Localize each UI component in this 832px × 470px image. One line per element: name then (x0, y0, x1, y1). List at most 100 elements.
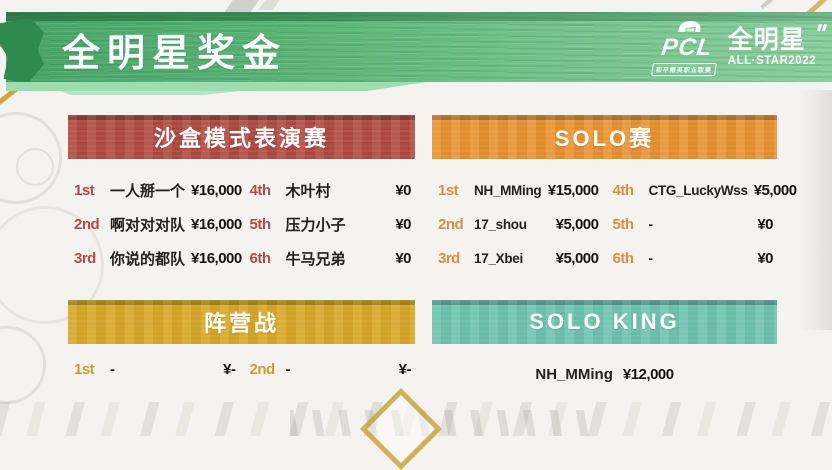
rank-label: 1st (438, 181, 459, 199)
rank-column: 1st - ¥- (74, 354, 236, 384)
prize-row: 3rd 你说的都队 ¥16,000 (74, 241, 242, 275)
header-texture (68, 115, 415, 159)
player-name: - (648, 250, 654, 266)
rank-label: 1st (74, 360, 95, 378)
rank-label: 6th (249, 249, 272, 267)
rank-label: 2nd (74, 215, 100, 233)
prize-amount: ¥0 (395, 249, 411, 267)
rank-column: 4th 木叶村 ¥0 5th 压力小子 ¥0 6th 牛马兄弟 ¥0 (250, 173, 412, 275)
prize-row: 5th 压力小子 ¥0 (250, 207, 412, 241)
panel-solo-header: SOLO赛 (432, 115, 777, 159)
allstar-tick-marks (816, 23, 828, 31)
prize-amount: ¥5,000 (555, 215, 599, 233)
team-name: 牛马兄弟 (285, 250, 346, 268)
header-texture (68, 300, 415, 344)
gray-line-decor (760, 0, 786, 10)
panel-faction-header: 阵营战 (68, 300, 415, 344)
banner-brush-tail (6, 82, 426, 91)
panel-sandbox: 沙盒模式表演赛 1st 一人掰一个 ¥16,000 2nd 啊对对对队 ¥16,… (68, 115, 415, 275)
banner-brush-tail (60, 91, 240, 95)
rank-label: 3rd (438, 249, 460, 267)
bottom-texture-decor (290, 410, 590, 436)
rank-label: 5th (249, 215, 272, 233)
prize-amount: ¥5,000 (753, 181, 797, 199)
rank-label: 6th (612, 249, 635, 267)
pcl-allstar-logo: PCL 和平精英职业联赛 全明星 ALL·STAR2022 (650, 16, 828, 78)
rank-label: 3rd (74, 249, 96, 267)
rank-label: 5th (612, 215, 635, 233)
header-texture (432, 300, 777, 344)
prize-row: 1st - ¥- (74, 354, 236, 384)
panel-sandbox-body: 1st 一人掰一个 ¥16,000 2nd 啊对对对队 ¥16,000 3rd … (68, 159, 415, 275)
pcl-wordmark: PCL 和平精英职业联赛 (650, 19, 723, 76)
rank-column: 1st NH_MMing ¥15,000 2nd 17_shou ¥5,000 … (438, 173, 599, 275)
prize-row: 4th 木叶村 ¥0 (250, 173, 412, 207)
rank-label: 2nd (249, 360, 276, 378)
prize-amount: ¥0 (757, 249, 773, 267)
prize-amount: ¥0 (395, 181, 411, 199)
gold-diamond-decor (359, 387, 443, 470)
prize-row: 2nd 啊对对对队 ¥16,000 (74, 207, 242, 241)
prize-row: 2nd - ¥- (250, 354, 412, 384)
prize-amount: ¥0 (757, 215, 773, 233)
pcl-helmet-icon (677, 20, 701, 32)
page-title: 全明星奖金 (62, 33, 288, 75)
banner-brush-edge (6, 12, 832, 21)
prize-amount: ¥15,000 (547, 181, 599, 199)
prize-row: 5th - ¥0 (613, 207, 774, 241)
panel-sandbox-header: 沙盒模式表演赛 (68, 115, 415, 159)
prize-amount: ¥- (398, 360, 412, 378)
prize-row: 3rd 17_Xbei ¥5,000 (438, 241, 599, 275)
header-texture (432, 115, 777, 159)
cloud-emboss-decor (0, 206, 104, 324)
cloud-emboss-decor (0, 326, 46, 404)
prize-amount: ¥0 (395, 215, 411, 233)
team-name: 压力小子 (285, 216, 346, 234)
team-name: - (285, 360, 291, 378)
panel-solo-body: 1st NH_MMing ¥15,000 2nd 17_shou ¥5,000 … (432, 159, 798, 275)
prize-row: 6th 牛马兄弟 ¥0 (250, 241, 412, 275)
team-name: 你说的都队 (110, 250, 186, 268)
rank-label: 1st (74, 181, 95, 199)
cloud-emboss-decor (16, 148, 54, 186)
panel-title: SOLO KING (529, 309, 680, 334)
pcl-text: PCL (659, 33, 715, 61)
rank-column: 2nd - ¥- (250, 354, 412, 384)
rank-label: 2nd (438, 215, 464, 233)
prize-row: 4th CTG_LuckyWss ¥5,000 (612, 173, 798, 207)
allstar-wordmark: 全明星 ALL·STAR2022 (727, 23, 828, 67)
allstar-subtext: ALL·STAR2022 (727, 54, 816, 67)
player-name: NH_MMing (535, 366, 613, 383)
prize-row: 1st NH_MMing ¥15,000 (438, 173, 599, 207)
prize-row: 6th - ¥0 (613, 241, 774, 275)
team-name: 木叶村 (285, 182, 331, 200)
prize-amount: ¥- (223, 360, 236, 378)
prize-row: 2nd 17_shou ¥5,000 (438, 207, 599, 241)
panel-soloking: SOLO KING NH_MMing ¥12,000 (432, 300, 777, 383)
player-name: NH_MMing (474, 182, 542, 198)
prize-amount: ¥12,000 (622, 366, 674, 383)
paper-crease-decor (798, 90, 832, 330)
rank-label: 4th (612, 181, 635, 199)
rank-column: 4th CTG_LuckyWss ¥5,000 5th - ¥0 6th - ¥… (612, 173, 798, 275)
pcl-subtext: 和平精英职业联赛 (650, 62, 717, 76)
panel-title: 沙盒模式表演赛 (153, 126, 329, 151)
prize-amount: ¥5,000 (555, 249, 599, 267)
player-name: 17_Xbei (474, 250, 523, 266)
panel-faction: 阵营战 1st - ¥- 2nd - ¥- (68, 300, 415, 384)
team-name: - (110, 360, 115, 378)
player-name: CTG_LuckyWss (648, 182, 748, 198)
torn-paper-decor (258, 0, 280, 10)
team-name: 啊对对对队 (110, 216, 186, 234)
panel-solo: SOLO赛 1st NH_MMing ¥15,000 2nd 17_shou ¥… (432, 115, 798, 275)
soloking-winner-row: NH_MMing ¥12,000 (432, 344, 777, 383)
panel-soloking-header: SOLO KING (432, 300, 777, 344)
rank-column: 1st 一人掰一个 ¥16,000 2nd 啊对对对队 ¥16,000 3rd … (74, 173, 242, 275)
player-name: 17_shou (474, 216, 527, 232)
team-name: 一人掰一个 (110, 182, 186, 200)
prize-amount: ¥16,000 (191, 181, 242, 199)
prize-row: 1st 一人掰一个 ¥16,000 (74, 173, 242, 207)
player-name: - (648, 216, 654, 232)
panel-faction-body: 1st - ¥- 2nd - ¥- (68, 344, 415, 384)
